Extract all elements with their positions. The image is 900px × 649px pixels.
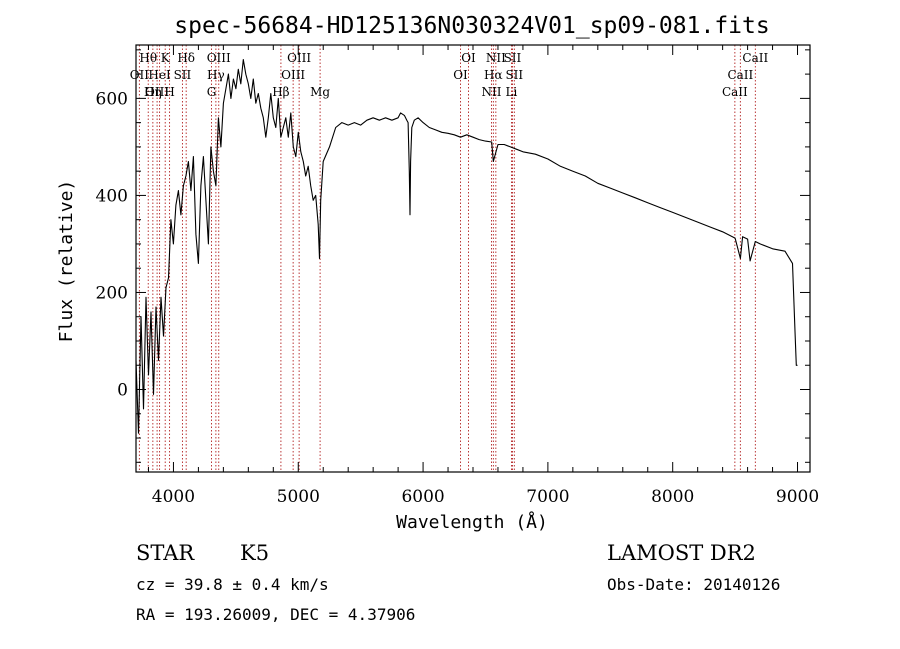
x-tick-label: 6000 (401, 487, 444, 507)
spectral-line-label: HeI (148, 68, 171, 82)
spectral-line-label: Hδ (177, 51, 195, 65)
spectral-line-label: Hθ (139, 51, 157, 65)
x-tick-label: 4000 (152, 487, 195, 507)
ra-dec: RA = 193.26009, DEC = 4.37906 (136, 605, 415, 624)
spectral-line-label: Hη (144, 85, 162, 99)
spectral-line-label: OIII (281, 68, 305, 82)
x-axis-label: Wavelength (Å) (396, 511, 548, 533)
spectral-line-label: OIII (287, 51, 311, 65)
spectral-line-label: OIII (145, 85, 169, 99)
x-tick-label: 9000 (776, 487, 819, 507)
spectral-line-label: SII (505, 68, 523, 82)
spectral-line-label: NII (486, 51, 506, 65)
y-tick-label: 0 (117, 381, 128, 401)
spectral-line-label: OII (130, 68, 150, 82)
survey-name: LAMOST DR2 (607, 541, 756, 565)
y-tick-label: 200 (96, 283, 128, 303)
x-axis: 4000 5000 6000 7000 8000 9000 (147, 45, 819, 507)
obs-date: Obs-Date: 20140126 (607, 575, 780, 594)
y-axis-label: Flux (relative) (56, 180, 77, 343)
spectral-line-label: CaII (742, 51, 768, 65)
spectral-line-label: SII (504, 51, 522, 65)
spectral-line-label: SII (174, 68, 192, 82)
spectral-line-label: OI (461, 51, 476, 65)
spectral-line-markers (138, 45, 756, 472)
y-axis: 0 200 400 600 (96, 49, 810, 463)
x-tick-label: 7000 (526, 487, 569, 507)
spectral-line-label: H (164, 85, 174, 99)
spectral-line-label: Li (506, 85, 518, 99)
y-tick-label: 400 (96, 186, 128, 206)
chart-title: spec-56684-HD125136N030324V01_sp09-081.f… (174, 13, 769, 39)
spectral-line-label: K (161, 51, 171, 65)
plot-frame (135, 44, 811, 473)
spectrum-series-line (135, 59, 798, 434)
spectral-line-label: Hγ (207, 68, 225, 82)
object-subclass: K5 (240, 541, 269, 565)
object-class: STAR (136, 541, 195, 565)
x-tick-label: 5000 (277, 487, 320, 507)
spectral-line-label: Hβ (272, 85, 289, 99)
spectral-line-label: Mg (310, 85, 330, 99)
spectral-line-label: G (207, 85, 217, 99)
y-tick-label: 600 (96, 89, 128, 109)
spectral-line-label: CaII (727, 68, 753, 82)
spectral-line-label: OI (453, 68, 468, 82)
spectral-line-label: OIII (207, 51, 231, 65)
spectral-line-label: Hα (484, 68, 503, 82)
spectral-line-label: CaII (722, 85, 748, 99)
redshift-cz: cz = 39.8 ± 0.4 km/s (136, 575, 329, 594)
spectral-line-label: NII (481, 85, 501, 99)
x-tick-label: 8000 (651, 487, 694, 507)
